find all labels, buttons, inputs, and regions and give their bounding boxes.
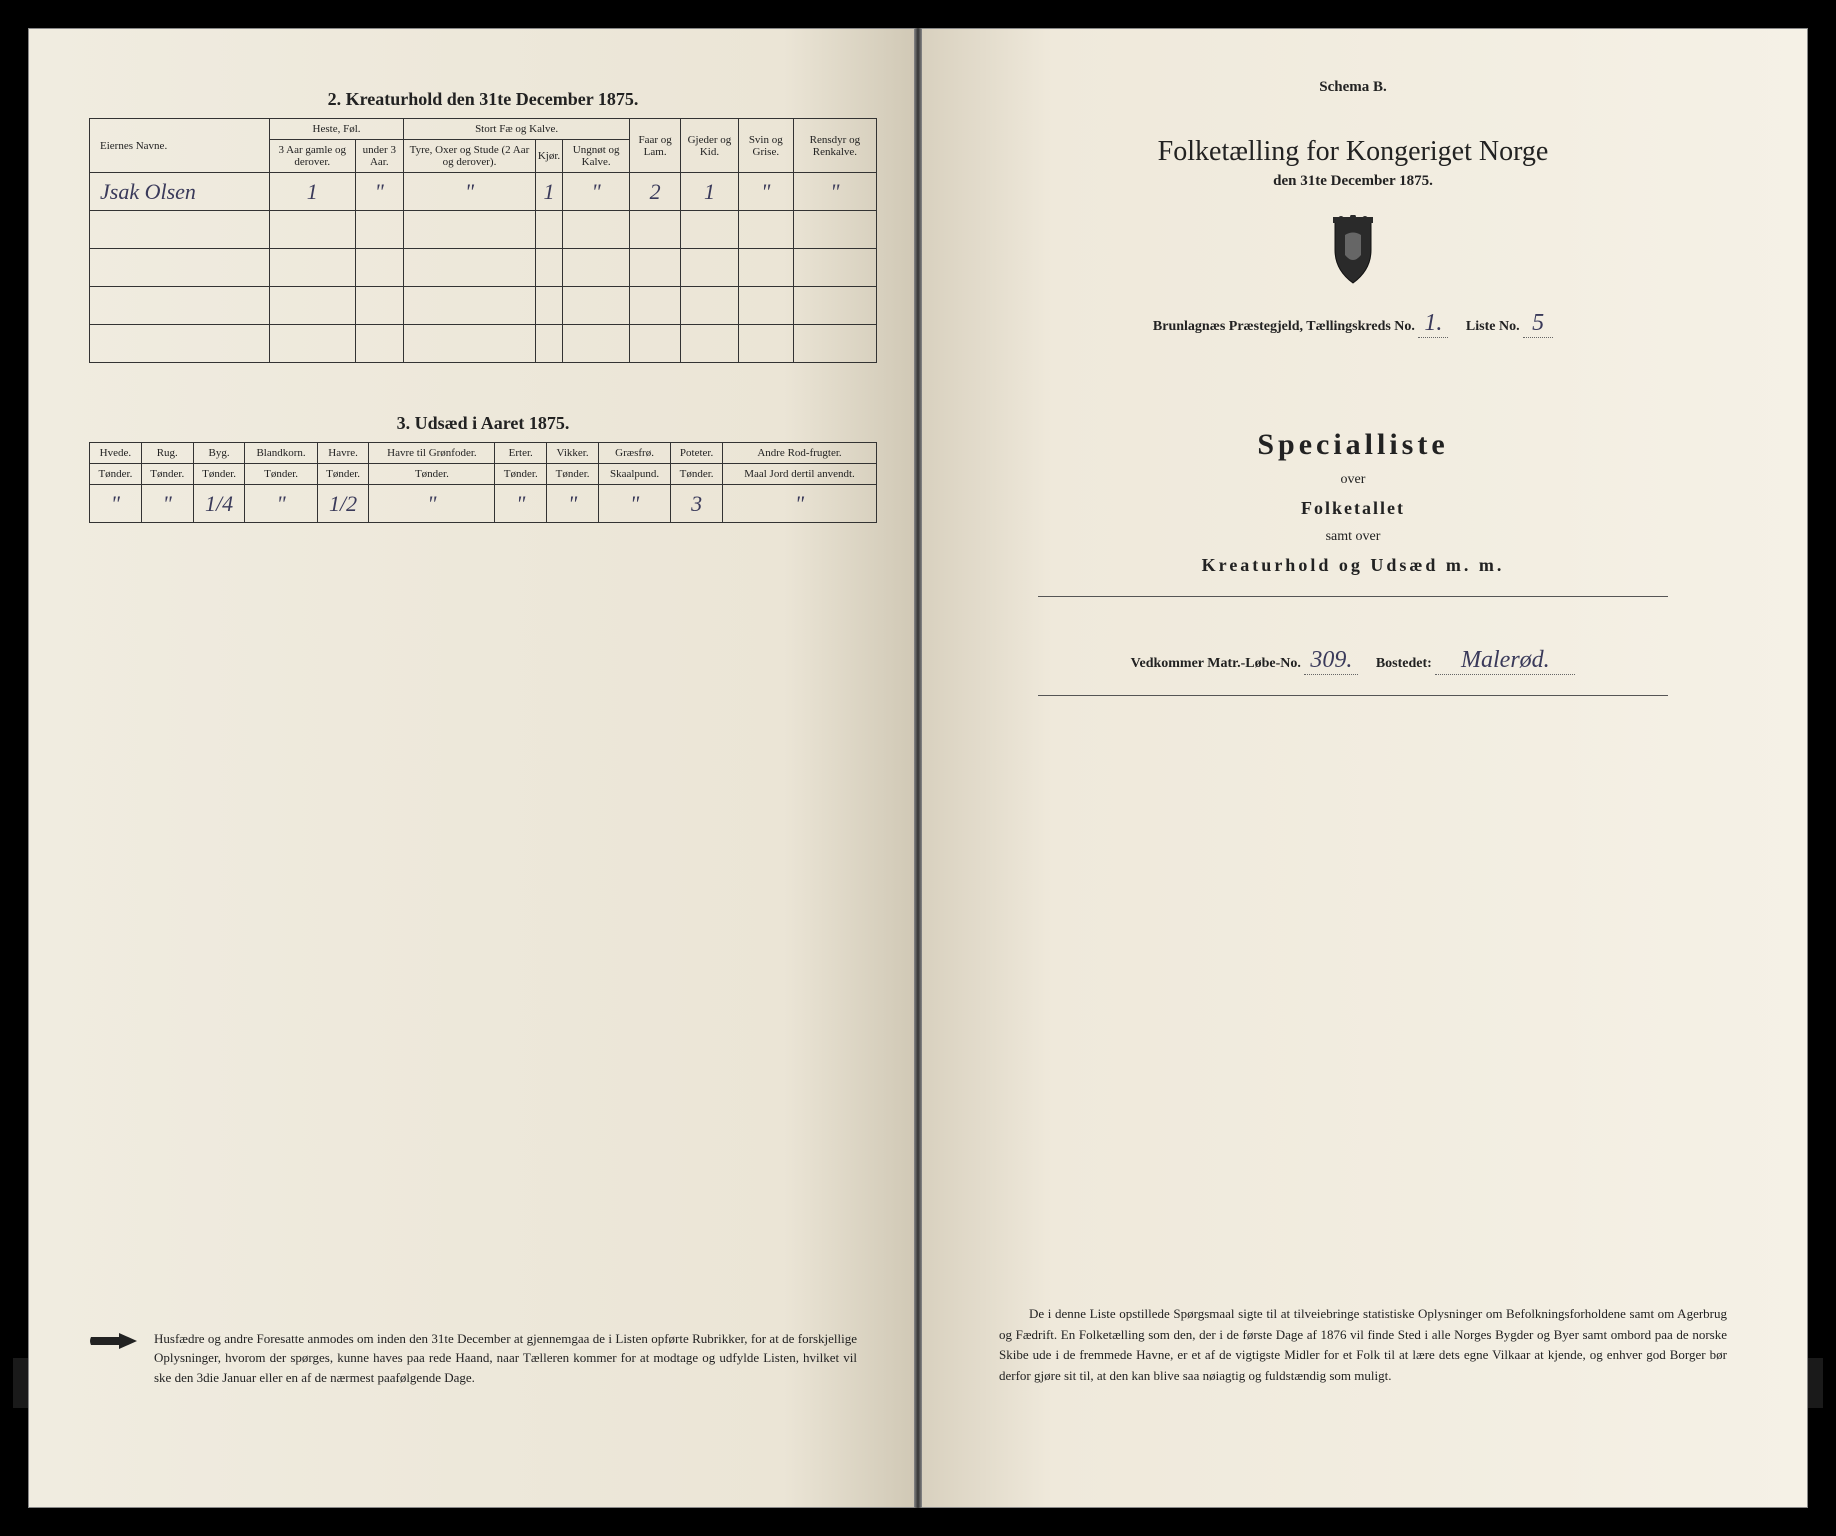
cell: " — [563, 173, 630, 211]
col-pigs: Svin og Grise. — [738, 119, 793, 173]
parish-no: 1. — [1418, 310, 1448, 338]
unit: Tønder. — [671, 464, 723, 485]
kreatur-line: Kreaturhold og Udsæd m. m. — [959, 555, 1747, 576]
col-h5: Havre til Grønfoder. — [369, 443, 495, 464]
col-h2: Byg. — [193, 443, 245, 464]
left-page: 2. Kreaturhold den 31te December 1875. E… — [28, 28, 918, 1508]
divider — [1038, 695, 1668, 696]
parish-prefix: Brunlagnæs Præstegjeld, Tællingskreds No… — [1153, 319, 1415, 334]
unit: Tønder. — [245, 464, 317, 485]
table-header-row: Hvede. Rug. Byg. Blandkorn. Havre. Havre… — [90, 443, 877, 464]
table-row — [90, 287, 877, 325]
liste-no: 5 — [1523, 310, 1553, 338]
col-h3: Blandkorn. — [245, 443, 317, 464]
census-book: 2. Kreaturhold den 31te December 1875. E… — [28, 28, 1808, 1508]
divider — [1038, 596, 1668, 597]
main-title: Folketælling for Kongeriget Norge — [959, 136, 1747, 168]
col-owner: Eiernes Navne. — [90, 119, 270, 173]
matr-label: Vedkommer Matr.-Løbe-No. — [1131, 656, 1301, 671]
table-row — [90, 249, 877, 287]
unit: Tønder. — [141, 464, 193, 485]
left-footnote-text: Husfædre og andre Foresatte anmodes om i… — [154, 1329, 857, 1388]
sub-fae2: Kjør. — [535, 140, 562, 173]
liste-label: Liste No. — [1466, 319, 1520, 334]
cell: 3 — [671, 485, 723, 523]
unit: Tønder. — [495, 464, 547, 485]
cell: " — [90, 485, 142, 523]
table-unit-row: Tønder. Tønder. Tønder. Tønder. Tønder. … — [90, 464, 877, 485]
cell: 1 — [681, 173, 739, 211]
unit: Maal Jord dertil anvendt. — [722, 464, 876, 485]
livestock-table: Eiernes Navne. Heste, Føl. Stort Fæ og K… — [89, 118, 877, 363]
col-horses: Heste, Føl. — [270, 119, 404, 140]
unit: Tønder. — [547, 464, 599, 485]
table3-title: 3. Udsæd i Aaret 1875. — [89, 413, 877, 434]
book-spine — [914, 28, 922, 1508]
pointing-hand-icon — [89, 1329, 139, 1353]
cell: 1/2 — [317, 485, 369, 523]
over-text: over — [959, 472, 1747, 488]
special-title: Specialliste — [959, 428, 1747, 462]
right-footnote-text: De i denne Liste opstillede Spørgsmaal s… — [999, 1304, 1727, 1387]
samt-over: samt over — [959, 529, 1747, 545]
cell: " — [141, 485, 193, 523]
cell: " — [355, 173, 404, 211]
cell: " — [738, 173, 793, 211]
cell: 2 — [630, 173, 681, 211]
col-h9: Poteter. — [671, 443, 723, 464]
table-row: " " 1/4 " 1/2 " " " " 3 " — [90, 485, 877, 523]
unit: Tønder. — [369, 464, 495, 485]
unit: Tønder. — [193, 464, 245, 485]
col-sheep: Faar og Lam. — [630, 119, 681, 173]
col-h4: Havre. — [317, 443, 369, 464]
col-h7: Vikker. — [547, 443, 599, 464]
sowing-table: Hvede. Rug. Byg. Blandkorn. Havre. Havre… — [89, 442, 877, 523]
sub-title: den 31te December 1875. — [959, 173, 1747, 190]
cell: " — [793, 173, 876, 211]
cell: " — [404, 173, 536, 211]
unit: Skaalpund. — [598, 464, 670, 485]
table-row — [90, 211, 877, 249]
col-h8: Græsfrø. — [598, 443, 670, 464]
owner-name: Jsak Olsen — [90, 173, 270, 211]
cell: 1 — [535, 173, 562, 211]
left-footnote-block: Husfædre og andre Foresatte anmodes om i… — [89, 1329, 857, 1388]
livestock-section: 2. Kreaturhold den 31te December 1875. E… — [89, 89, 877, 363]
cell: 1/4 — [193, 485, 245, 523]
matr-line: Vedkommer Matr.-Løbe-No. 309. Bostedet: … — [959, 647, 1747, 675]
parish-line: Brunlagnæs Præstegjeld, Tællingskreds No… — [959, 310, 1747, 338]
cell: " — [245, 485, 317, 523]
col-h6: Erter. — [495, 443, 547, 464]
cell: 1 — [270, 173, 356, 211]
sub-heste2: under 3 Aar. — [355, 140, 404, 173]
col-h0: Hvede. — [90, 443, 142, 464]
table-row: Jsak Olsen 1 " " 1 " 2 1 " " — [90, 173, 877, 211]
col-reindeer: Rensdyr og Renkalve. — [793, 119, 876, 173]
bosted-label: Bostedet: — [1376, 656, 1432, 671]
cell: " — [495, 485, 547, 523]
bosted-name: Malerød. — [1435, 647, 1575, 675]
sub-fae1: Tyre, Oxer og Stude (2 Aar og derover). — [404, 140, 536, 173]
cell: " — [722, 485, 876, 523]
schema-label: Schema B. — [959, 79, 1747, 96]
right-page: Schema B. Folketælling for Kongeriget No… — [918, 28, 1808, 1508]
folketallet: Folketallet — [959, 498, 1747, 519]
sub-fae3: Ungnøt og Kalve. — [563, 140, 630, 173]
matr-no: 309. — [1304, 647, 1358, 675]
coat-of-arms-icon — [959, 215, 1747, 290]
cell: " — [547, 485, 599, 523]
table-row — [90, 325, 877, 363]
cell: " — [369, 485, 495, 523]
unit: Tønder. — [317, 464, 369, 485]
table2-title: 2. Kreaturhold den 31te December 1875. — [89, 89, 877, 110]
col-h10: Andre Rod-frugter. — [722, 443, 876, 464]
sowing-section: 3. Udsæd i Aaret 1875. Hvede. Rug. Byg. … — [89, 413, 877, 523]
col-h1: Rug. — [141, 443, 193, 464]
table-header-row: Eiernes Navne. Heste, Føl. Stort Fæ og K… — [90, 119, 877, 140]
col-goats: Gjeder og Kid. — [681, 119, 739, 173]
col-cattle: Stort Fæ og Kalve. — [404, 119, 630, 140]
cell: " — [598, 485, 670, 523]
sub-heste1: 3 Aar gamle og derover. — [270, 140, 356, 173]
unit: Tønder. — [90, 464, 142, 485]
